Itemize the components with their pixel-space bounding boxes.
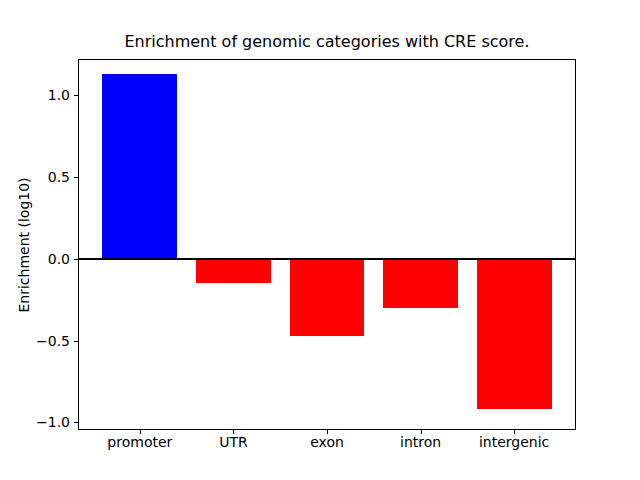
ytick-mark [74,422,78,423]
bar-intergenic [477,259,552,410]
plot-area [78,59,576,430]
ytick-label: 1.0 [24,86,70,104]
chart-title: Enrichment of genomic categories with CR… [78,32,576,51]
bar-intron [383,259,458,308]
figure: Enrichment of genomic categories with CR… [0,0,640,480]
zero-line [79,258,575,260]
ytick-mark [74,259,78,260]
ytick-label: −1.0 [24,413,70,431]
ytick-label: 0.5 [24,168,70,186]
xtick-label-intergenic: intergenic [454,434,574,451]
ytick-label: −0.5 [24,332,70,350]
bar-promoter [102,74,177,259]
ytick-mark [74,341,78,342]
ytick-mark [74,95,78,96]
bar-UTR [196,259,271,284]
ytick-mark [74,177,78,178]
y-axis-label: Enrichment (log10) [16,177,32,312]
ytick-label: 0.0 [24,250,70,268]
bar-exon [290,259,365,336]
